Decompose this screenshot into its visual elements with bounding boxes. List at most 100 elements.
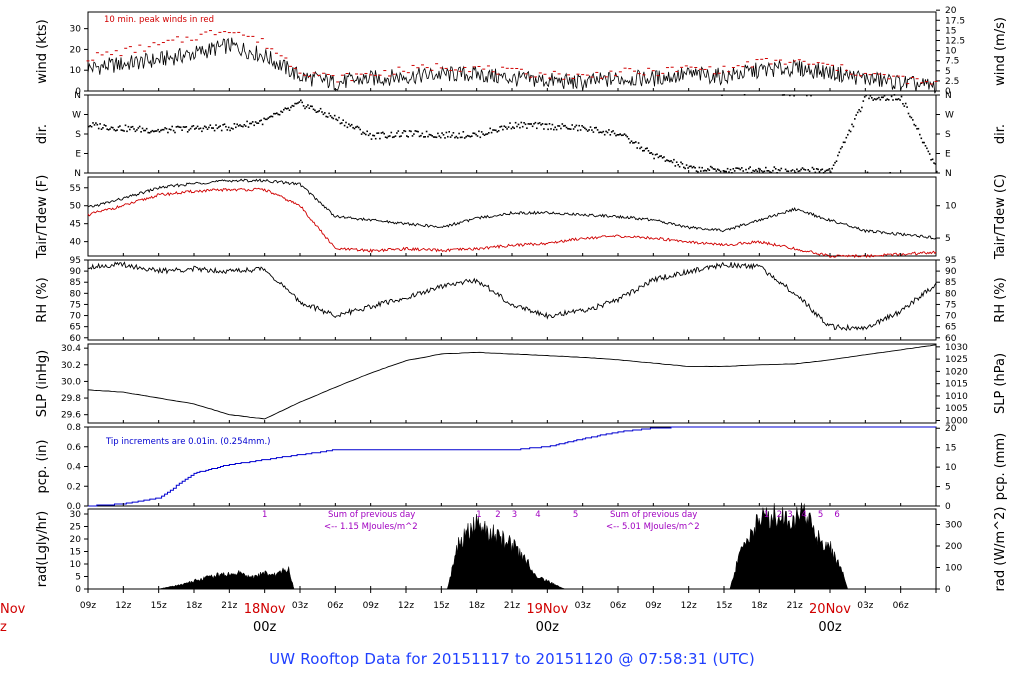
direction-point (292, 105, 295, 107)
direction-point (168, 128, 171, 130)
direction-point (928, 153, 931, 155)
direction-point (294, 102, 296, 105)
direction-point (651, 153, 654, 156)
panels-layer: wind (kts) wind (m/s)010203002.557.51012.… (35, 6, 1008, 595)
direction-point (705, 170, 708, 172)
direction-point (574, 126, 576, 128)
direction-point (339, 122, 342, 125)
radiation-sum-value-2: <-- 5.01 MJoules/m^2 (606, 522, 700, 532)
direction-point (865, 94, 867, 97)
direction-point (789, 94, 791, 97)
direction-point (815, 168, 818, 170)
direction-point (716, 168, 719, 171)
direction-point (585, 128, 588, 131)
ytick-label: 65 (70, 323, 81, 333)
direction-point (882, 96, 884, 99)
direction-point (342, 119, 344, 121)
direction-point (596, 129, 599, 131)
direction-point (697, 171, 699, 173)
radiation-marker-label: 1 (262, 510, 267, 520)
direction-point (414, 130, 417, 132)
direction-point (814, 171, 817, 174)
direction-point (175, 126, 178, 128)
direction-point (765, 166, 767, 169)
direction-point (363, 132, 366, 135)
direction-point (914, 124, 917, 127)
direction-point (280, 110, 282, 113)
direction-point (191, 125, 193, 128)
direction-point (478, 130, 480, 133)
direction-point (885, 99, 887, 101)
direction-point (117, 126, 120, 128)
direction-point (198, 128, 200, 130)
direction-point (421, 132, 424, 135)
ytick-right-label: 5 (945, 234, 951, 244)
direction-point (675, 161, 678, 163)
direction-point (251, 121, 254, 123)
direction-point (519, 126, 521, 129)
direction-point (489, 127, 491, 130)
direction-point (452, 132, 455, 134)
direction-point (473, 132, 476, 135)
direction-point (704, 169, 706, 172)
direction-point (743, 94, 746, 96)
direction-point (839, 147, 842, 150)
direction-point (143, 129, 145, 132)
ytick-right-label: 60 (945, 334, 957, 344)
ylabel-right: Tair/Tdew (C) (993, 174, 1008, 260)
direction-point (825, 169, 828, 172)
direction-point (137, 127, 140, 129)
direction-point (702, 170, 705, 172)
direction-point (266, 118, 268, 121)
direction-point (620, 134, 623, 137)
direction-point (513, 127, 515, 129)
direction-point (619, 133, 621, 135)
direction-point (437, 132, 439, 135)
direction-point (577, 129, 579, 132)
direction-point (110, 126, 113, 129)
direction-point (157, 128, 159, 131)
direction-point (167, 131, 169, 134)
direction-point (762, 171, 764, 173)
direction-point (235, 126, 237, 129)
direction-point (441, 132, 443, 134)
direction-point (801, 167, 804, 169)
ytick-label: 0.0 (67, 502, 82, 512)
direction-point (848, 129, 850, 132)
ytick-label: 60 (70, 334, 82, 344)
radiation-marker-label: 6 (834, 510, 839, 520)
ylabel-right: rad (W/m^2) (993, 507, 1008, 592)
ytick-right-label: 20 (945, 424, 957, 434)
direction-point (147, 131, 149, 134)
ylabel-right: pcp. (mm) (993, 433, 1008, 500)
direction-point (694, 167, 696, 169)
ytick-right-label: 10 (945, 463, 957, 473)
direction-point (533, 123, 535, 125)
direction-point (629, 141, 631, 144)
direction-point (588, 129, 590, 131)
direction-point (879, 98, 882, 101)
direction-point (526, 127, 528, 129)
direction-point (295, 102, 298, 105)
direction-point (380, 132, 383, 134)
direction-point (862, 100, 865, 102)
direction-point (708, 169, 711, 171)
direction-point (458, 132, 460, 135)
ytick-label: S (75, 130, 81, 140)
direction-point (346, 126, 349, 129)
ytick-label: 25 (70, 523, 81, 533)
direction-point (923, 141, 925, 144)
direction-point (589, 126, 592, 128)
direction-point (883, 94, 886, 97)
direction-point (897, 98, 900, 100)
direction-point (796, 168, 798, 171)
direction-point (184, 126, 186, 128)
direction-point (455, 135, 458, 138)
panel-frame (87, 11, 937, 92)
direction-point (99, 123, 101, 125)
ytick-right-label: 12.5 (945, 36, 965, 46)
direction-point (680, 161, 682, 164)
direction-point (106, 128, 108, 130)
ylabel-left: Tair/Tdew (F) (35, 175, 50, 260)
direction-point (926, 147, 928, 150)
